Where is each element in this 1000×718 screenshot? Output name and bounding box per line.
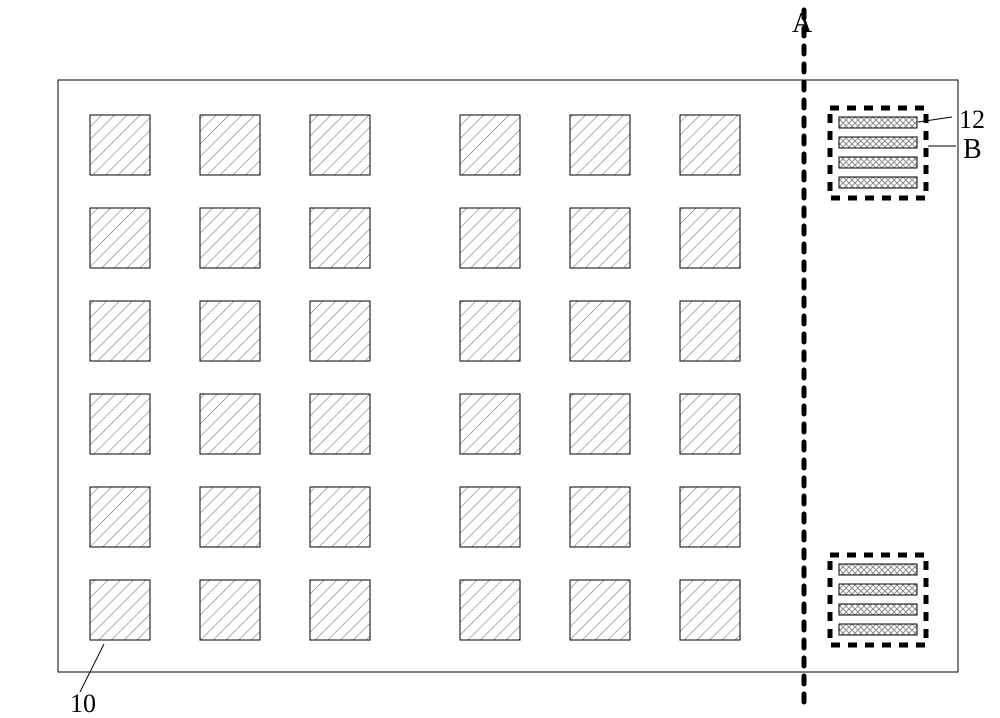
tile-grid	[90, 115, 740, 640]
grid-tile	[570, 580, 630, 640]
bar-element-12	[839, 584, 917, 595]
grid-tile	[570, 487, 630, 547]
label-12: 12	[959, 105, 985, 134]
grid-tile	[90, 487, 150, 547]
grid-tile	[310, 301, 370, 361]
grid-tile	[90, 301, 150, 361]
grid-tile	[310, 394, 370, 454]
grid-tile	[90, 580, 150, 640]
bar-element-12	[839, 137, 917, 148]
bar-element-12	[839, 624, 917, 635]
grid-tile	[310, 487, 370, 547]
grid-tile	[310, 580, 370, 640]
grid-tile	[680, 208, 740, 268]
grid-tile	[460, 580, 520, 640]
leader-to-10	[80, 644, 104, 692]
leader-to-12	[918, 117, 952, 122]
grid-tile	[310, 208, 370, 268]
grid-tile	[680, 487, 740, 547]
grid-tile	[200, 115, 260, 175]
grid-tile	[680, 394, 740, 454]
bar-element-12	[839, 604, 917, 615]
grid-tile	[680, 301, 740, 361]
grid-tile	[90, 208, 150, 268]
grid-tile	[200, 301, 260, 361]
grid-tile	[90, 115, 150, 175]
label-10: 10	[70, 689, 96, 718]
grid-tile	[460, 115, 520, 175]
grid-tile	[460, 487, 520, 547]
grid-tile	[460, 301, 520, 361]
grid-tile	[680, 115, 740, 175]
bar-element-12	[839, 117, 917, 128]
label-a: A	[792, 8, 813, 39]
bar-element-12	[839, 157, 917, 168]
grid-tile	[570, 115, 630, 175]
grid-tile	[570, 301, 630, 361]
bar-element-12	[839, 564, 917, 575]
grid-tile	[570, 394, 630, 454]
grid-tile	[680, 580, 740, 640]
grid-tile	[460, 394, 520, 454]
grid-tile	[460, 208, 520, 268]
grid-tile	[90, 394, 150, 454]
grid-tile	[200, 394, 260, 454]
grid-tile	[200, 580, 260, 640]
grid-tile	[310, 115, 370, 175]
label-b: B	[963, 134, 982, 165]
grid-tile	[570, 208, 630, 268]
grid-tile	[200, 208, 260, 268]
bar-element-12	[839, 177, 917, 188]
grid-tile	[200, 487, 260, 547]
